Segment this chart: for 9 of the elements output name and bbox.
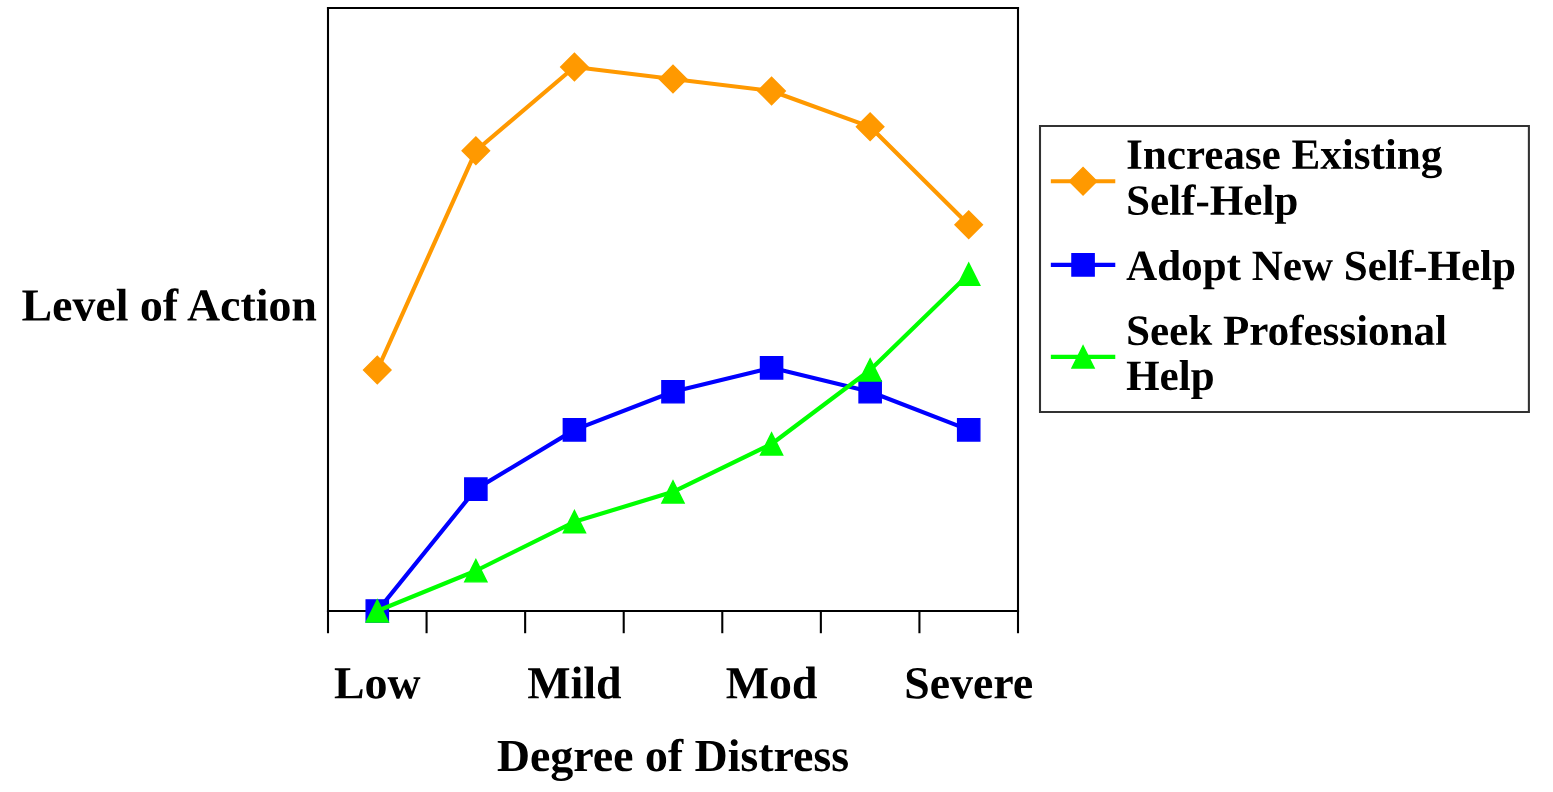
x-tick-label: Low	[334, 668, 421, 699]
legend-label: Seek Professional Help	[1126, 314, 1447, 400]
y-axis-title: Level of Action	[22, 288, 317, 321]
x-axis-title: Degree of Distress	[497, 738, 848, 782]
x-tick-label: Mod	[726, 666, 817, 699]
x-tick-label: Mild	[528, 666, 622, 699]
legend-label: Increase Existing Self-Help	[1127, 138, 1442, 224]
legend-label: Adopt New Self-Help	[1126, 249, 1515, 290]
x-tick-label: Severe	[906, 668, 1033, 699]
